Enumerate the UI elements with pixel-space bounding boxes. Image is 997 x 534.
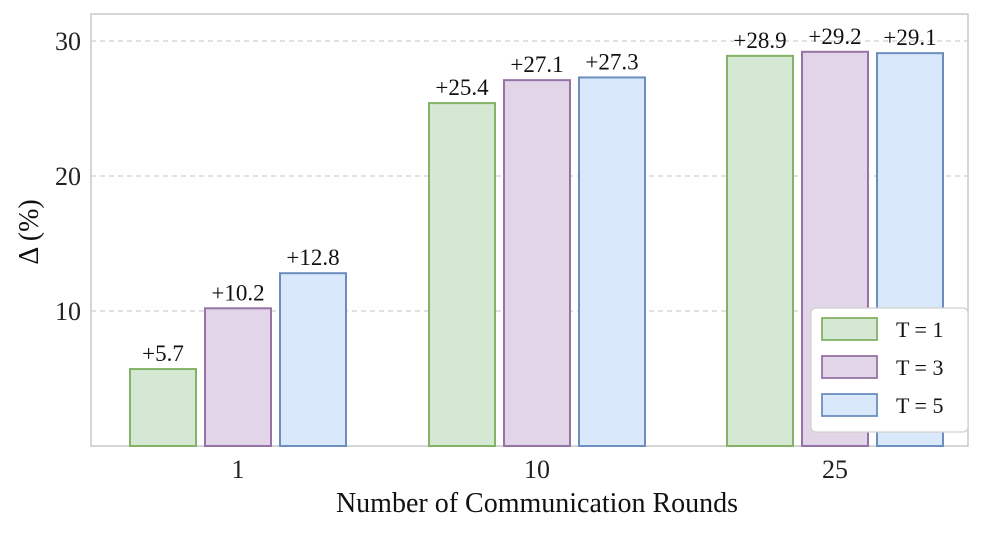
bar	[204, 307, 272, 447]
data-labels: +5.7 +25.4 +28.9 +10.2 +27.1 +29.2 +12.8 +27.3 +…	[142, 24, 936, 366]
x-tick-label: 1	[232, 455, 245, 484]
x-tick-label: 25	[822, 455, 848, 484]
legend-swatch	[821, 355, 878, 379]
legend: T = 1 T = 3 T = 5	[810, 307, 969, 433]
y-tick-label: 10	[55, 297, 81, 326]
data-label: +29.1	[883, 25, 936, 50]
legend-swatch	[821, 393, 878, 417]
data-label: +10.2	[211, 280, 264, 305]
y-tick-labels: 10 20 30	[55, 27, 81, 326]
x-tick-label: 10	[524, 455, 550, 484]
bar	[726, 54, 794, 447]
bar	[129, 368, 197, 447]
data-label: +27.3	[585, 49, 638, 74]
legend-items: T = 1 T = 3 T = 5	[821, 317, 943, 418]
data-label: +29.2	[808, 24, 861, 49]
data-label: +27.1	[510, 52, 563, 77]
legend-label: T = 5	[896, 393, 943, 418]
bar	[279, 272, 347, 448]
y-tick-label: 30	[55, 27, 81, 56]
data-label: +28.9	[733, 28, 786, 53]
data-label: +25.4	[435, 75, 489, 100]
x-axis-label: Number of Communication Rounds	[336, 488, 738, 519]
y-tick-label: 20	[55, 162, 81, 191]
legend-label: T = 1	[896, 317, 943, 342]
legend-label: T = 3	[896, 355, 943, 380]
bar	[428, 102, 496, 447]
legend-swatch	[821, 317, 878, 341]
x-tick-labels: 1 10 25	[232, 455, 849, 484]
bar	[578, 76, 646, 447]
bar	[503, 79, 571, 448]
y-axis-label: Δ (%)	[14, 199, 45, 264]
data-label: +5.7	[142, 341, 184, 366]
data-label: +12.8	[286, 245, 339, 270]
